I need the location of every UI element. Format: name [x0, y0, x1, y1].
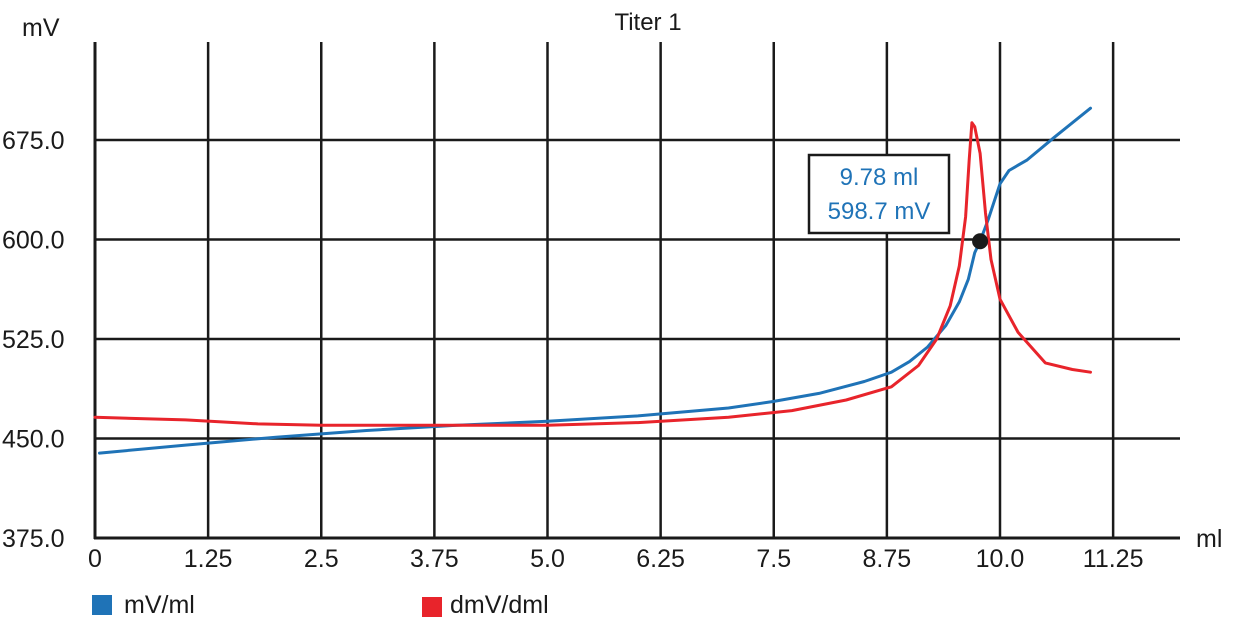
y-tick-label-3: 600.0	[2, 227, 65, 255]
x-tick-label-3: 3.75	[410, 545, 459, 573]
y-axis-unit: mV	[22, 14, 60, 42]
chart-title: Titer 1	[614, 9, 681, 36]
y-tick-labels: 375.0 450.0 525.0 600.0 675.0	[2, 127, 65, 553]
endpoint-annotation: 9.78 ml 598.7 mV	[807, 153, 989, 250]
x-tick-label-9: 11.25	[1083, 545, 1144, 573]
x-tick-label-0: 0	[88, 545, 102, 573]
series-line-1	[93, 121, 1092, 427]
legend-swatch-dmv-dml	[422, 597, 442, 617]
annotation-line-2: 598.7 mV	[828, 198, 931, 225]
endpoint-marker	[972, 233, 989, 250]
y-tick-label-1: 450.0	[2, 426, 65, 454]
x-tick-label-2: 2.5	[304, 545, 339, 573]
y-tick-label-0: 375.0	[2, 525, 65, 553]
x-tick-label-5: 6.25	[636, 545, 685, 573]
legend-label-dmv-dml: dmV/dml	[450, 591, 549, 619]
x-tick-label-4: 5.0	[530, 545, 565, 573]
axes	[93, 42, 1180, 540]
x-axis-unit: ml	[1196, 525, 1222, 553]
legend: mV/ml dmV/dml	[92, 591, 549, 619]
annotation-line-1: 9.78 ml	[840, 164, 919, 191]
y-tick-label-4: 675.0	[2, 127, 65, 155]
annotation-box	[807, 153, 951, 235]
y-tick-label-2: 525.0	[2, 326, 65, 354]
grid	[95, 42, 1180, 538]
legend-swatch-mv-ml	[92, 595, 112, 615]
x-tick-label-8: 10.0	[976, 545, 1025, 573]
x-tick-labels: 0 1.25 2.5 3.75 5.0 6.25 7.5 8.75 10.0 11.25	[88, 545, 1143, 573]
legend-label-mv-ml: mV/ml	[124, 591, 195, 619]
x-tick-label-6: 7.5	[756, 545, 791, 573]
series-lines	[93, 106, 1092, 455]
x-tick-label-7: 8.75	[863, 545, 912, 573]
x-tick-label-1: 1.25	[184, 545, 233, 573]
